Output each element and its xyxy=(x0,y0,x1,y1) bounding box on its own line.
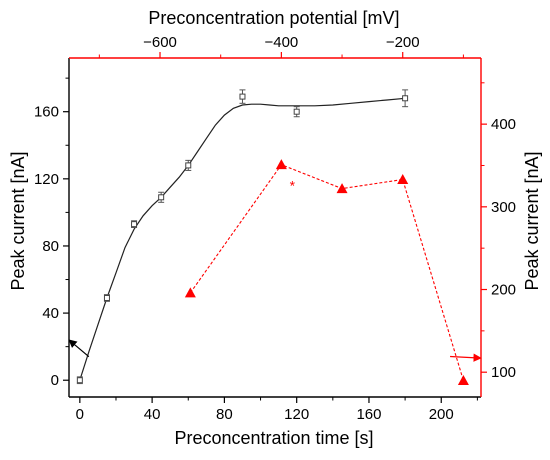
y-right-tick-label: 200 xyxy=(491,282,516,299)
data-point-square xyxy=(103,294,110,301)
left-axis-arrow xyxy=(68,339,90,358)
x-bottom-tick-label: 160 xyxy=(356,406,381,423)
axes xyxy=(68,57,482,398)
x-top-tick-label: −600 xyxy=(143,34,177,51)
y-right-tick-label: 300 xyxy=(491,199,516,216)
y-left-tick-label: 160 xyxy=(34,104,59,121)
data-point-triangle xyxy=(397,174,409,185)
fit-curve xyxy=(79,97,406,381)
annotation-asterisk: * xyxy=(290,178,296,194)
data-point-square xyxy=(293,108,300,115)
x-bottom-tick-label: 80 xyxy=(216,406,233,423)
y-right-tick-label: 400 xyxy=(491,116,516,133)
x-bottom-tick-label: 0 xyxy=(76,406,84,423)
data-point-triangle xyxy=(184,287,196,298)
ticks: 0 40 80 120 160 200 0 40 80 120 160 −600 −400 −200 100… xyxy=(34,34,516,423)
x-bottom-tick-label: 200 xyxy=(429,406,454,423)
data-point-square xyxy=(402,95,409,102)
data-point-square xyxy=(131,221,138,228)
right-axis-arrow xyxy=(450,353,482,362)
x-bottom-tick-label: 40 xyxy=(144,406,161,423)
data-marks: * xyxy=(68,89,482,385)
data-point-square xyxy=(76,377,83,384)
data-point-square xyxy=(158,194,165,201)
y-left-tick-label: 120 xyxy=(34,171,59,188)
red-series-line xyxy=(189,164,464,381)
y-left-tick-label: 0 xyxy=(51,372,59,389)
data-point-triangle xyxy=(457,374,469,385)
y-axis-left-label: Peak current [nA] xyxy=(8,151,28,290)
data-point-triangle xyxy=(275,159,287,170)
data-point-square xyxy=(239,93,246,100)
x-axis-bottom-label: Preconcentration time [s] xyxy=(174,428,373,448)
x-top-tick-label: −200 xyxy=(386,34,420,51)
y-left-tick-label: 80 xyxy=(42,238,59,255)
y-axis-right-label: Peak current [nA] xyxy=(522,151,542,290)
data-point-triangle xyxy=(336,183,348,194)
y-right-tick-label: 100 xyxy=(491,364,516,381)
y-left-tick-label: 40 xyxy=(42,305,59,322)
x-axis-top-label: Preconcentration potential [mV] xyxy=(148,8,399,28)
data-point-square xyxy=(185,162,192,169)
x-top-tick-label: −400 xyxy=(264,34,298,51)
x-bottom-tick-label: 120 xyxy=(284,406,309,423)
